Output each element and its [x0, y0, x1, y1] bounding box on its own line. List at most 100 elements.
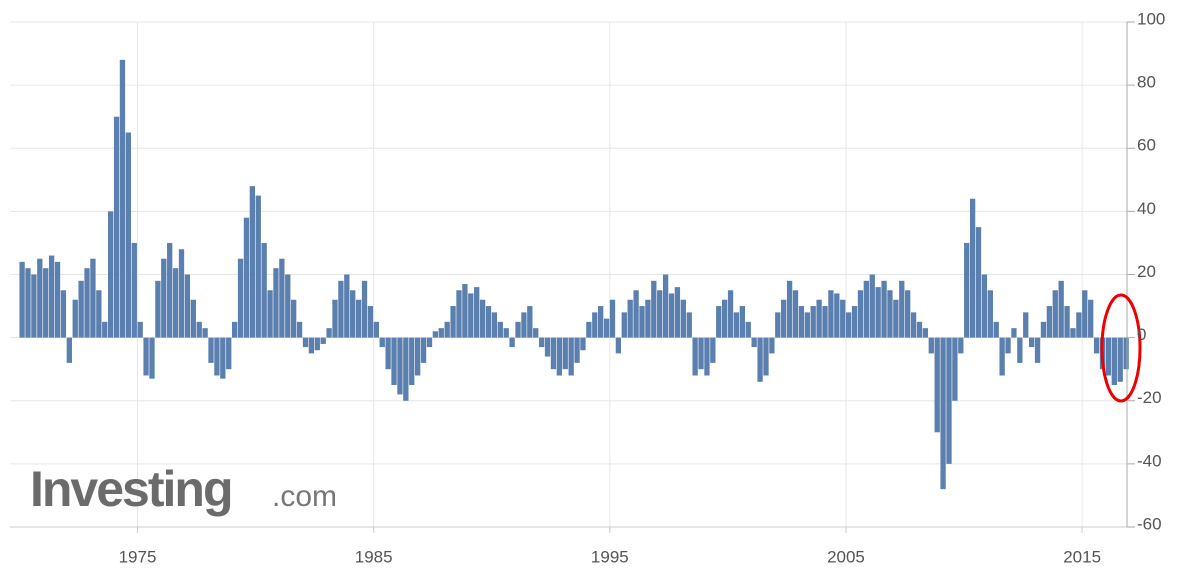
bar	[1058, 280, 1064, 338]
bar	[515, 321, 521, 338]
bar	[869, 274, 875, 338]
bar	[568, 337, 574, 376]
bar	[172, 268, 179, 338]
bar	[468, 293, 474, 338]
bar	[1005, 337, 1011, 354]
bar	[739, 306, 746, 338]
bar	[143, 337, 149, 376]
bar	[350, 290, 356, 338]
bar	[1028, 337, 1035, 348]
bar	[828, 290, 834, 338]
bar	[125, 132, 132, 338]
bar	[662, 274, 669, 338]
bar	[444, 321, 450, 338]
bar	[78, 280, 84, 338]
bar	[550, 337, 557, 370]
bar	[420, 337, 427, 363]
bar	[834, 293, 840, 338]
bar	[763, 337, 769, 376]
y-tick-label: -60	[1137, 514, 1162, 533]
bar	[60, 290, 67, 338]
bar	[668, 293, 675, 338]
bar	[775, 312, 781, 338]
bar	[462, 283, 468, 338]
bar	[1117, 337, 1123, 382]
bar	[556, 337, 562, 376]
bar	[1123, 337, 1129, 370]
bar	[302, 337, 309, 348]
bar	[338, 280, 344, 338]
bar	[875, 287, 881, 338]
y-tick-label: 100	[1137, 9, 1165, 28]
bar	[497, 321, 503, 338]
bar	[237, 258, 244, 338]
y-tick-label: -40	[1137, 451, 1162, 470]
bar	[710, 337, 716, 363]
bar	[562, 337, 568, 370]
bar	[261, 242, 267, 338]
bar	[527, 306, 533, 338]
bar	[503, 328, 509, 338]
bar	[438, 328, 444, 338]
bar	[845, 312, 852, 338]
bar	[946, 337, 952, 464]
bar	[1034, 337, 1041, 363]
bar	[1111, 337, 1117, 385]
bar	[627, 299, 633, 338]
bar	[586, 321, 592, 338]
bar	[969, 198, 976, 338]
bar	[757, 337, 763, 382]
bar	[296, 321, 303, 338]
bar	[804, 312, 810, 338]
bar	[43, 268, 49, 338]
bar	[214, 337, 220, 376]
bar	[332, 299, 338, 338]
bar	[698, 337, 704, 370]
bar	[108, 211, 114, 338]
bar	[84, 268, 90, 338]
bar	[1082, 290, 1088, 338]
bar	[1105, 337, 1112, 376]
bar	[1093, 337, 1100, 354]
logo-name: Investing	[30, 461, 231, 517]
bar	[367, 306, 374, 338]
x-tick-label: 2015	[1063, 547, 1101, 566]
bar	[680, 299, 686, 338]
bar	[119, 59, 126, 338]
bar	[231, 321, 238, 338]
bar	[958, 337, 964, 354]
bar	[887, 290, 893, 338]
y-tick-label: 80	[1137, 73, 1156, 92]
bar	[426, 337, 433, 348]
bar	[255, 195, 261, 338]
bar	[645, 299, 651, 338]
bar	[651, 280, 657, 338]
bars	[19, 59, 1129, 490]
bar	[964, 242, 970, 338]
bar	[31, 274, 37, 338]
bar	[592, 312, 598, 338]
bar	[934, 337, 940, 433]
bar	[273, 268, 279, 338]
bar	[344, 274, 350, 338]
bar	[320, 337, 326, 344]
bar	[161, 258, 167, 338]
bar	[686, 312, 692, 338]
bar	[538, 337, 545, 348]
bar	[25, 268, 31, 338]
bar	[190, 299, 196, 338]
bar	[90, 258, 96, 338]
x-tick-label: 1995	[591, 547, 629, 566]
bar	[54, 261, 61, 338]
bar	[167, 242, 173, 338]
bar	[745, 321, 751, 338]
bar	[993, 321, 999, 338]
bar	[220, 337, 226, 379]
bar	[202, 328, 208, 338]
highlight-ellipse	[1100, 293, 1142, 403]
bar	[96, 290, 102, 338]
bar	[981, 274, 988, 338]
bar	[704, 337, 710, 376]
bar	[721, 299, 728, 338]
